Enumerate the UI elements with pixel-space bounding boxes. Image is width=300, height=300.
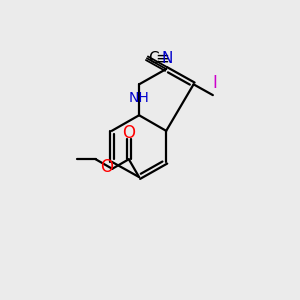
Text: I: I xyxy=(212,74,217,92)
Text: NH: NH xyxy=(129,92,149,106)
Text: ≡: ≡ xyxy=(155,49,169,67)
Text: N: N xyxy=(162,51,173,66)
Text: O: O xyxy=(100,158,113,176)
Text: C: C xyxy=(148,51,159,66)
Text: O: O xyxy=(122,124,135,142)
